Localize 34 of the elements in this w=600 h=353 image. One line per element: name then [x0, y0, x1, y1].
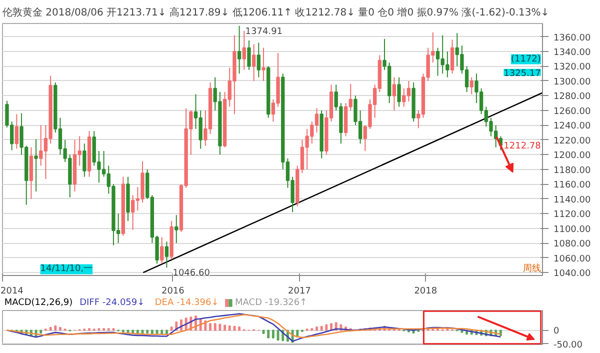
annotation: 14/11/10,一: [40, 264, 93, 274]
x-tick-label: 2017: [288, 286, 311, 296]
annotation: 1046.60: [172, 268, 210, 279]
annotation: 周线: [522, 263, 541, 274]
x-tick-label: 2016: [161, 286, 185, 296]
y-tick-label: 1320.00: [554, 62, 591, 73]
chart-title: 伦敦黄金 2018/08/06 开1213.71↓ 高1217.89↓ 低1206.11↑ 收1212.78↓ 量0 仓0 增0 振0.97% 涨(-1.62)-0.13%↓: [2, 6, 550, 18]
y-tick-label: 1260.00: [554, 106, 591, 117]
y-tick-label: 0: [554, 326, 560, 337]
annotation: 1374.91: [245, 26, 283, 37]
series-label: DEA -14.396↓: [154, 298, 219, 308]
y-tick-label: 1060.00: [554, 254, 591, 264]
x-tick-label: 2014: [0, 286, 24, 296]
y-tick-label: 1200.00: [554, 151, 591, 162]
chart-title: MACD(12,26,9): [4, 298, 73, 308]
text: DIFF -24.059↓: [80, 298, 145, 308]
x-tick-label: 2018: [414, 286, 438, 296]
y-tick-label: 1140.00: [554, 195, 591, 206]
y-tick-label: 1220.00: [554, 136, 591, 146]
y-tick-label: 1280.00: [554, 92, 591, 102]
y-tick-label: 1360.00: [554, 33, 591, 44]
y-tick-label: 1160.00: [554, 180, 591, 191]
y-tick-label: 1340.00: [554, 48, 591, 58]
y-tick-label: 1240.00: [554, 122, 591, 132]
y-tick-label: -50.00: [554, 340, 583, 350]
y-tick-label: 1100.00: [554, 224, 591, 235]
y-tick-label: 1040.00: [554, 269, 591, 280]
y-tick-label: 1120.00: [554, 210, 591, 220]
y-tick-label: 1300.00: [554, 77, 591, 88]
annotation: (1172): [510, 54, 541, 64]
legend-label: MACD -19.326↑: [235, 298, 308, 308]
y-tick-label: 1180.00: [554, 166, 591, 176]
y-tick-label: 1080.00: [554, 240, 591, 250]
annotation: 1212.78: [504, 142, 542, 152]
